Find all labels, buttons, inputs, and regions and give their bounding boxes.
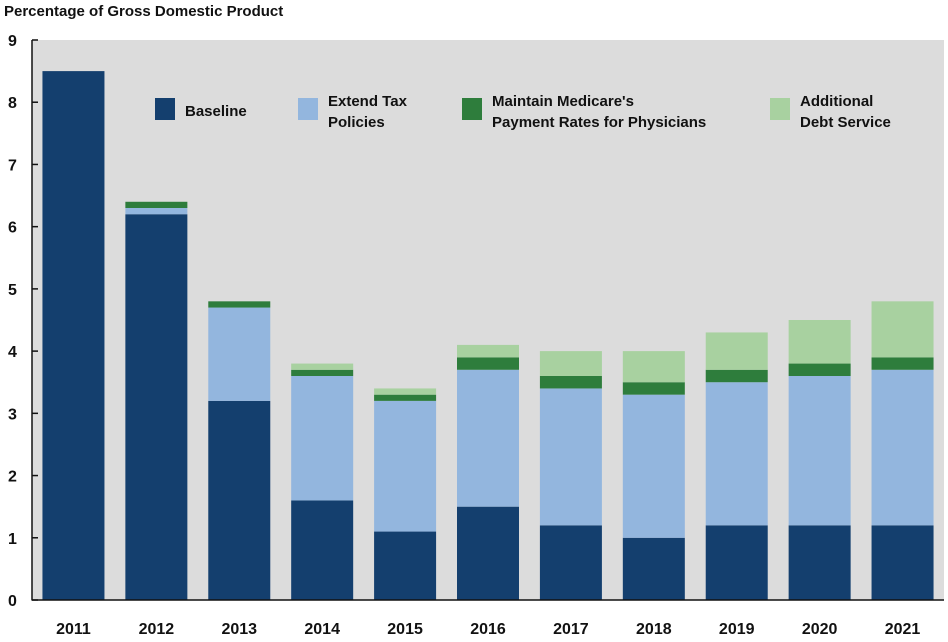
bars-layer [42,71,934,601]
bar-2011-series-0 [42,71,105,601]
legend-label-0: Baseline [185,103,247,120]
bar-2020-series-2 [788,363,851,376]
bar-2014-series-3 [291,363,354,370]
y-axis-title: Percentage of Gross Domestic Product [4,3,283,20]
bar-2019-series-2 [705,369,768,383]
bar-2014-series-1 [291,376,354,501]
bar-2020-series-3 [788,320,851,364]
legend-label-1: Extend Tax [328,93,408,110]
bar-2016-series-1 [457,369,519,507]
y-tick-label: 5 [8,282,17,299]
legend-swatch-1 [298,98,318,120]
legend-label-2: Maintain Medicare's [492,93,634,110]
bar-2015-series-2 [374,394,437,401]
bar-2013-series-1 [208,307,271,401]
bar-2013-series-0 [208,400,271,600]
legend-label-3: Additional [800,93,873,110]
bar-2017-series-0 [539,525,602,600]
bar-2019-series-3 [705,332,768,370]
bar-2021-series-2 [871,357,934,370]
bar-2012-series-0 [125,214,188,600]
bar-2018-series-2 [622,382,685,395]
bar-2015-series-1 [374,400,437,532]
bar-2016-series-0 [457,506,519,600]
legend: Baseline Extend Tax Policies Maintain Medic… [155,93,891,131]
bar-2014-series-2 [291,369,354,376]
bar-2012-series-2 [125,201,188,208]
bar-2021-series-0 [871,525,934,600]
bar-2018-series-1 [622,394,685,538]
bar-2019-series-0 [705,525,768,600]
x-tick-label: 2018 [636,621,672,638]
legend-swatch-0 [155,98,175,120]
legend-swatch-3 [770,98,790,120]
bar-2019-series-1 [705,382,768,526]
y-tick-label: 3 [8,406,17,423]
y-tick-label: 0 [8,593,17,610]
bar-2015-series-3 [374,388,437,395]
x-tick-label: 2020 [802,621,838,638]
bar-2012-series-1 [125,208,188,215]
x-tick-label: 2017 [553,621,589,638]
y-tick-label: 4 [8,344,17,361]
x-tick-label: 2011 [56,621,91,638]
x-tick-label: 2012 [139,621,175,638]
bar-2016-series-2 [457,357,519,370]
y-tick-label: 8 [8,95,17,112]
x-tick-label: 2021 [885,621,921,638]
bar-2017-series-2 [539,376,602,389]
bar-2016-series-3 [457,344,519,358]
x-tick-label: 2016 [470,621,506,638]
bar-2017-series-1 [539,388,602,526]
bar-2020-series-1 [788,376,851,526]
y-tick-label: 2 [8,469,17,486]
bar-2014-series-0 [291,500,354,600]
legend-label-1: Policies [328,114,385,131]
bar-2017-series-3 [539,351,602,376]
y-tick-label: 6 [8,220,17,237]
y-tick-label: 7 [8,157,17,174]
x-tick-label: 2014 [304,621,340,638]
y-tick-label: 1 [8,531,17,548]
legend-label-2: Payment Rates for Physicians [492,114,706,131]
bar-2013-series-2 [208,301,271,308]
bar-2020-series-0 [788,525,851,600]
bar-2018-series-3 [622,351,685,383]
y-tick-label: 9 [8,33,17,50]
legend-swatch-2 [462,98,482,120]
x-tick-label: 2013 [221,621,257,638]
bar-2015-series-0 [374,531,437,600]
axes-layer: 2011 2012 2013 2014 2015 2016 2017 2018 2019 2020… [8,33,944,638]
x-tick-label: 2015 [387,621,423,638]
bar-2021-series-1 [871,369,934,526]
x-tick-label: 2019 [719,621,755,638]
legend-label-3: Debt Service [800,114,891,131]
bar-2021-series-3 [871,301,934,358]
bar-2018-series-0 [622,537,685,600]
